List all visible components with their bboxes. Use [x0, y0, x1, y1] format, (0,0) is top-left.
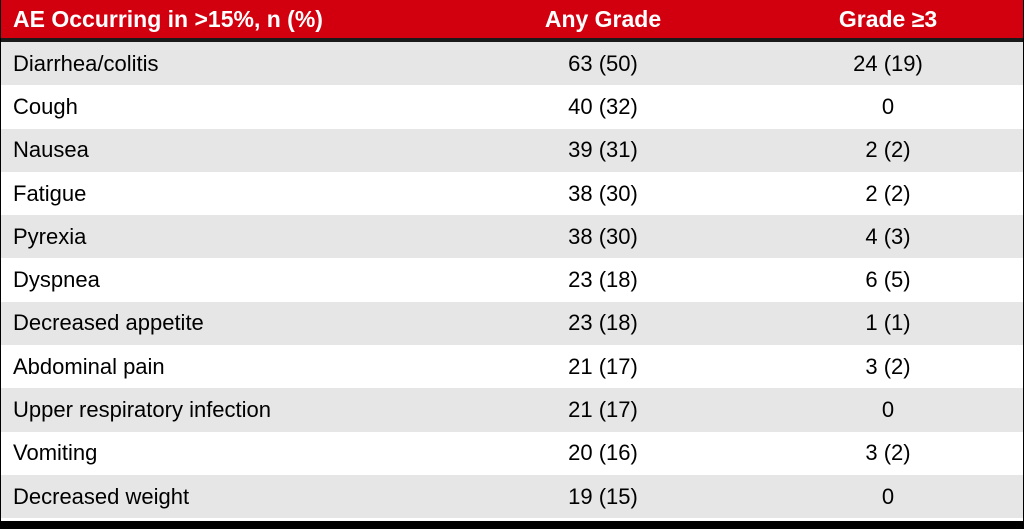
cell-grade3: 3 (2)	[865, 353, 911, 379]
cell-any-grade: 38 (30)	[568, 223, 638, 249]
cell-event: Diarrhea/colitis	[13, 50, 159, 76]
table-header-row: AE Occurring in >15%, n (%) Any Grade Gr…	[1, 0, 1023, 42]
cell-grade3: 2 (2)	[865, 180, 911, 206]
cell-grade3: 2 (2)	[865, 137, 911, 163]
cell-event: Pyrexia	[13, 223, 87, 249]
table-row: Diarrhea/colitis 63 (50) 24 (19)	[1, 42, 1023, 86]
cell-any-grade: 21 (17)	[568, 353, 638, 379]
cell-grade3: 0	[881, 483, 895, 509]
cell-any-grade: 40 (32)	[568, 93, 638, 119]
header-any-grade: Any Grade	[544, 5, 662, 32]
cell-grade3: 4 (3)	[865, 223, 911, 249]
cell-any-grade: 39 (31)	[568, 137, 638, 163]
cell-grade3: 6 (5)	[865, 267, 911, 293]
header-grade3: Grade ≥3	[838, 5, 938, 32]
header-event: AE Occurring in >15%, n (%)	[13, 5, 323, 32]
cell-event: Dyspnea	[13, 267, 100, 293]
table-row: Decreased weight 19 (15) 0	[1, 474, 1023, 519]
cell-grade3: 0	[881, 397, 895, 423]
table-row: Cough 40 (32) 0	[1, 85, 1023, 129]
cell-any-grade: 20 (16)	[568, 440, 638, 466]
cell-any-grade: 23 (18)	[568, 310, 638, 336]
cell-event: Vomiting	[13, 440, 98, 466]
cell-event: Nausea	[13, 137, 89, 163]
cell-any-grade: 63 (50)	[568, 50, 638, 76]
cell-any-grade: 38 (30)	[568, 180, 638, 206]
table-row: Decreased appetite 23 (18) 1 (1)	[1, 301, 1023, 346]
cell-event: Upper respiratory infection	[13, 397, 272, 423]
table-row: Pyrexia 38 (30) 4 (3)	[1, 215, 1023, 259]
cell-any-grade: 21 (17)	[568, 397, 638, 423]
cell-event: Abdominal pain	[13, 353, 165, 379]
cell-event: Decreased weight	[13, 483, 190, 509]
table-row: Vomiting 20 (16) 3 (2)	[1, 431, 1023, 475]
cell-any-grade: 19 (15)	[568, 483, 638, 509]
cell-grade3: 0	[881, 93, 895, 119]
table-row: Upper respiratory infection 21 (17) 0	[1, 388, 1023, 432]
cell-grade3: 24 (19)	[853, 50, 923, 76]
cell-event: Fatigue	[13, 180, 87, 206]
cell-grade3: 3 (2)	[865, 440, 911, 466]
table-row: Nausea 39 (31) 2 (2)	[1, 128, 1023, 172]
table-row: Abdominal pain 21 (17) 3 (2)	[1, 345, 1023, 389]
cell-grade3: 1 (1)	[865, 310, 911, 336]
cell-event: Decreased appetite	[13, 310, 204, 336]
cell-any-grade: 23 (18)	[568, 267, 638, 293]
table-row: Fatigue 38 (30) 2 (2)	[1, 171, 1023, 216]
table-row: Dyspnea 23 (18) 6 (5)	[1, 258, 1023, 302]
cell-event: Cough	[13, 93, 78, 119]
